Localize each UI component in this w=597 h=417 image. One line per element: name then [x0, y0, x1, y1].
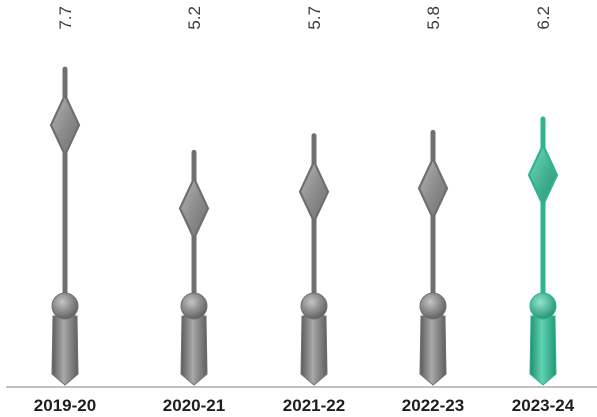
bar-handle — [300, 315, 328, 386]
category-label: 2021-22 — [283, 396, 345, 415]
category-label: 2022-23 — [402, 396, 464, 415]
bar-2022-23 — [417, 129, 449, 386]
bar-diamond — [527, 142, 559, 208]
bar-diamond — [49, 92, 81, 158]
bar-knob — [529, 292, 557, 320]
category-label: 2020-21 — [163, 396, 225, 415]
bar-2019-20 — [49, 66, 81, 386]
bar-knob — [51, 292, 79, 320]
value-label: 5.8 — [424, 6, 443, 30]
bar-knob — [300, 292, 328, 320]
category-label: 2023-24 — [512, 396, 575, 415]
bar-diamond — [178, 175, 210, 241]
category-label: 2019-20 — [34, 396, 96, 415]
bar-diamond — [417, 155, 449, 221]
bar-handle — [419, 315, 447, 386]
bar-2021-22 — [298, 133, 330, 386]
value-label: 5.2 — [185, 6, 204, 30]
bar-diamond — [298, 159, 330, 225]
value-label: 7.7 — [56, 6, 75, 30]
bar-handle — [529, 315, 557, 386]
bar-2023-24 — [527, 116, 559, 386]
bar-knob — [419, 292, 447, 320]
bar-marks — [49, 66, 559, 386]
value-label: 6.2 — [534, 6, 553, 30]
value-labels: 7.7 5.2 5.7 5.8 6.2 — [56, 6, 553, 30]
category-labels: 2019-20 2020-21 2021-22 2022-23 2023-24 — [34, 396, 575, 415]
bar-handle — [51, 315, 79, 386]
bar-handle — [180, 315, 208, 386]
bar-knob — [180, 292, 208, 320]
bar-2020-21 — [178, 149, 210, 386]
value-label: 5.7 — [305, 6, 324, 30]
